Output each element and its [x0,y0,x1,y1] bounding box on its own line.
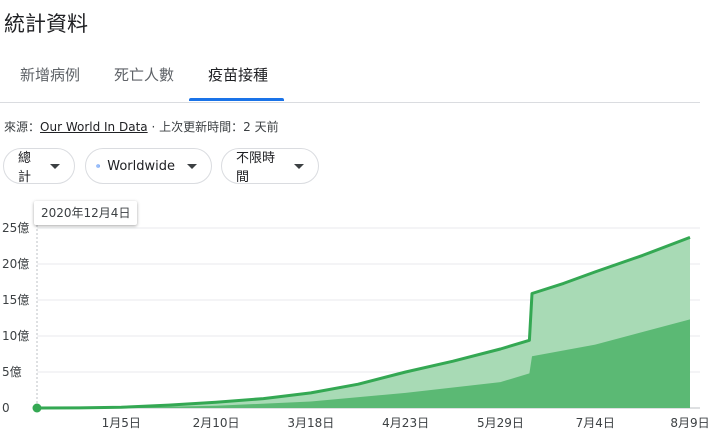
x-tick-label: 2月10日 [193,416,240,430]
last-updated: 上次更新時間：2 天前 [159,120,279,134]
hover-point [32,403,42,413]
date-tooltip: 2020年12月4日 [34,201,138,225]
region-dropdown-label: Worldwide [107,158,175,174]
x-tick-label: 5月29日 [477,416,524,430]
region-dropdown[interactable]: Worldwide [85,148,212,184]
x-tick-label: 8月9日 [670,416,709,430]
y-tick-label: 5億 [2,365,22,379]
chevron-down-icon [294,163,304,169]
y-tick-label: 25億 [2,221,29,235]
tab-deaths[interactable]: 死亡人數 [114,66,175,84]
source-prefix: 來源： [4,120,41,134]
time-range-dropdown-label: 不限時間 [236,151,276,185]
tab-vaccinations[interactable]: 疫苗接種 [208,66,269,84]
time-range-dropdown[interactable]: 不限時間 [221,148,319,185]
y-tick-label: 0 [2,401,10,415]
chevron-down-icon [50,163,60,169]
y-tick-label: 20億 [2,257,29,271]
source-link[interactable]: Our World In Data [40,120,148,134]
metric-dropdown-label: 總計 [18,151,32,185]
chevron-down-icon [187,163,197,169]
x-tick-label: 4月23日 [382,416,429,430]
y-tick-label: 15億 [2,293,29,307]
tab-new-cases[interactable]: 新增病例 [20,66,81,84]
total-doses-area [37,237,690,408]
metric-dropdown[interactable]: 總計 [3,148,75,185]
globe-icon [96,164,100,168]
x-tick-label: 7月4日 [576,416,615,430]
x-tick-label: 1月5日 [102,416,141,430]
page-title: 統計資料 [4,12,88,36]
x-tick-label: 3月18日 [287,416,334,430]
y-tick-label: 10億 [2,329,29,343]
tab-bar: 新增病例 死亡人數 疫苗接種 [0,60,700,103]
total-doses-line [36,235,691,410]
active-tab-indicator [189,98,284,101]
source-line: 來源：Our World In Data · 上次更新時間：2 天前 [4,118,279,135]
source-separator: · [151,120,156,134]
fully-vaccinated-area [37,319,690,408]
